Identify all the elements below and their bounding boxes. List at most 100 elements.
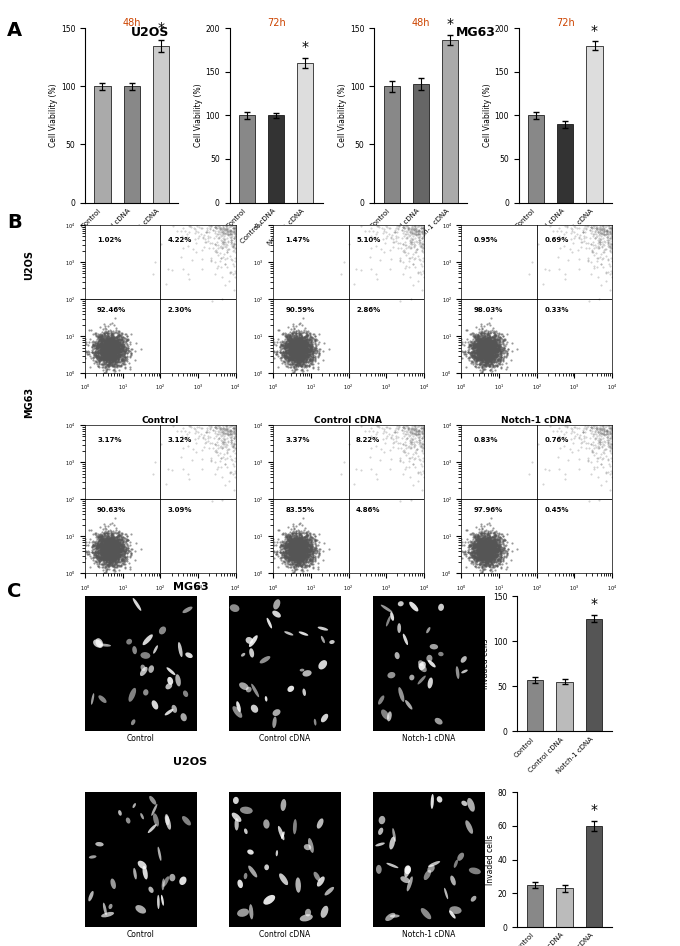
Point: [295, 344, 306, 359]
Point: [483, 545, 494, 560]
Point: [103, 336, 114, 351]
Point: [295, 349, 306, 364]
Point: [486, 544, 497, 559]
Point: [288, 539, 299, 554]
Point: [286, 534, 297, 550]
Point: [470, 538, 481, 553]
Point: [351, 462, 362, 477]
Point: [294, 348, 305, 363]
Point: [483, 345, 494, 360]
Point: [483, 343, 494, 359]
Point: [287, 338, 298, 353]
Point: [212, 459, 223, 474]
Point: [414, 433, 425, 448]
Point: [109, 545, 120, 560]
Point: [415, 420, 426, 435]
Point: [101, 549, 112, 564]
Point: [219, 431, 230, 447]
Point: [277, 550, 288, 565]
Point: [605, 437, 616, 452]
Point: [481, 339, 492, 354]
Point: [486, 345, 496, 360]
Point: [296, 534, 307, 549]
Point: [104, 330, 115, 345]
Point: [475, 553, 486, 569]
Point: [479, 551, 490, 566]
Point: [120, 334, 131, 349]
Point: [224, 465, 235, 481]
Point: [102, 336, 113, 351]
Point: [295, 539, 306, 554]
Point: [97, 341, 108, 356]
Point: [286, 340, 296, 355]
Point: [284, 533, 295, 548]
Point: [107, 553, 118, 569]
Point: [107, 548, 118, 563]
Point: [301, 538, 311, 553]
Point: [478, 341, 489, 356]
Point: [112, 551, 122, 566]
Point: [603, 429, 614, 444]
Point: [103, 541, 114, 556]
Point: [109, 547, 120, 562]
Point: [479, 358, 490, 373]
Point: [484, 342, 495, 357]
Point: [287, 549, 298, 564]
Point: [101, 544, 112, 559]
Point: [473, 346, 484, 361]
Point: [217, 421, 228, 436]
Point: [107, 534, 118, 549]
Point: [480, 546, 491, 561]
Point: [289, 534, 300, 549]
Point: [472, 345, 483, 360]
Point: [271, 544, 282, 559]
Point: [288, 548, 299, 563]
Point: [96, 340, 107, 355]
Point: [105, 544, 116, 559]
Point: [607, 469, 617, 484]
Point: [480, 552, 491, 567]
Point: [477, 336, 488, 351]
Point: [121, 334, 132, 349]
Point: [286, 342, 297, 358]
Point: [230, 228, 241, 243]
Point: [110, 333, 121, 348]
Point: [98, 350, 109, 365]
Point: [489, 527, 500, 542]
Point: [110, 343, 121, 359]
Point: [97, 349, 107, 364]
Point: [604, 220, 615, 236]
Point: [285, 556, 296, 571]
Point: [291, 335, 302, 350]
Point: [412, 442, 423, 457]
Point: [310, 542, 321, 557]
Point: [485, 536, 496, 552]
Point: [469, 328, 479, 343]
Point: [475, 346, 486, 361]
Point: [605, 439, 616, 454]
Point: [296, 358, 307, 373]
Point: [104, 339, 115, 354]
Point: [289, 546, 300, 561]
Point: [114, 347, 124, 362]
Point: [478, 541, 489, 556]
Point: [107, 558, 118, 573]
Point: [473, 547, 484, 562]
Point: [287, 342, 298, 357]
Point: [288, 552, 299, 567]
Point: [291, 335, 302, 350]
Point: [282, 329, 292, 344]
Point: [113, 343, 124, 359]
Point: [491, 554, 502, 569]
Point: [297, 340, 308, 355]
Point: [486, 338, 497, 353]
Point: [468, 349, 479, 364]
Point: [481, 539, 492, 554]
Point: [89, 335, 100, 350]
Point: [481, 348, 492, 363]
Point: [122, 345, 133, 360]
Point: [105, 557, 116, 572]
Point: [294, 546, 305, 561]
Point: [99, 537, 110, 552]
Point: [202, 421, 213, 436]
